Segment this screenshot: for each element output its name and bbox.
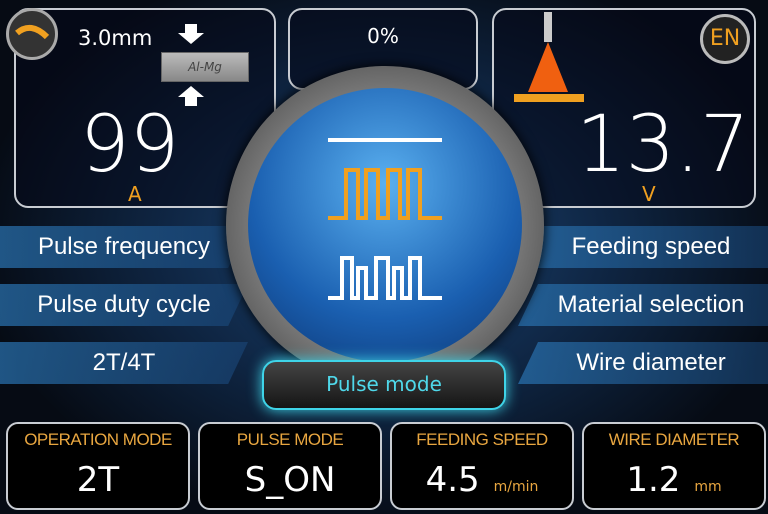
menu-2t4t[interactable]: 2T/4T bbox=[0, 342, 248, 384]
status-feeding-speed[interactable]: FEEDING SPEED 4.5 m/min bbox=[390, 422, 574, 510]
arrow-up-icon bbox=[176, 86, 206, 106]
menu-material-selection[interactable]: Material selection bbox=[518, 284, 768, 326]
percent-value: 0% bbox=[367, 24, 399, 48]
status-value: S_ON bbox=[244, 460, 336, 500]
menu-wire-diameter[interactable]: Wire diameter bbox=[518, 342, 768, 384]
torch-icon bbox=[514, 12, 584, 102]
menu-pulse-duty-cycle[interactable]: Pulse duty cycle bbox=[0, 284, 248, 326]
menu-pulse-frequency[interactable]: Pulse frequency bbox=[0, 226, 248, 268]
mode-dial[interactable] bbox=[226, 66, 544, 384]
arrow-down-icon bbox=[176, 24, 206, 44]
current-panel[interactable]: 3.0mm Al-Mg 99 A bbox=[6, 8, 276, 208]
status-value: 4.5 bbox=[425, 460, 480, 500]
voltage-unit: V bbox=[642, 182, 656, 206]
current-value: 99 bbox=[80, 100, 180, 190]
status-title: FEEDING SPEED bbox=[416, 430, 548, 449]
language-button[interactable]: EN bbox=[700, 14, 750, 64]
status-title: OPERATION MODE bbox=[24, 430, 172, 449]
material-plate: Al-Mg bbox=[161, 52, 249, 82]
status-unit: mm bbox=[694, 479, 722, 495]
pulse-waveform-icon bbox=[328, 138, 442, 300]
voltage-value: 13.7 bbox=[576, 100, 750, 190]
status-pulse-mode[interactable]: PULSE MODE S_ON bbox=[198, 422, 382, 510]
menu-feeding-speed[interactable]: Feeding speed bbox=[518, 226, 768, 268]
mode-dial-face bbox=[248, 88, 522, 362]
current-unit: A bbox=[128, 182, 142, 206]
status-value: 1.2 bbox=[626, 460, 681, 500]
status-title: PULSE MODE bbox=[236, 430, 344, 449]
status-operation-mode[interactable]: OPERATION MODE 2T bbox=[6, 422, 190, 510]
status-unit: m/min bbox=[493, 479, 539, 495]
voltage-panel[interactable]: EN 13.7 V bbox=[492, 8, 756, 208]
status-value: 2T bbox=[76, 460, 120, 500]
status-title: WIRE DIAMETER bbox=[608, 430, 740, 449]
pulse-mode-button[interactable]: Pulse mode bbox=[262, 360, 506, 410]
status-wire-diameter[interactable]: WIRE DIAMETER 1.2 mm bbox=[582, 422, 766, 510]
gauge-icon[interactable] bbox=[6, 8, 58, 60]
thickness-value: 3.0mm bbox=[78, 26, 153, 50]
